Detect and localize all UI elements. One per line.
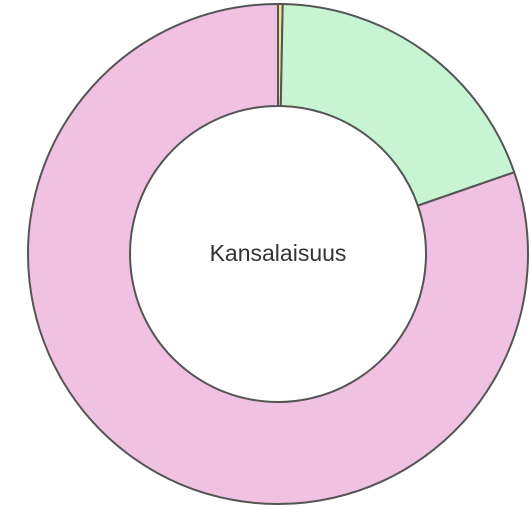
slices <box>27 3 529 505</box>
slice <box>27 3 529 505</box>
slice <box>279 3 516 207</box>
center-label: Kansalaisuus <box>210 240 347 266</box>
